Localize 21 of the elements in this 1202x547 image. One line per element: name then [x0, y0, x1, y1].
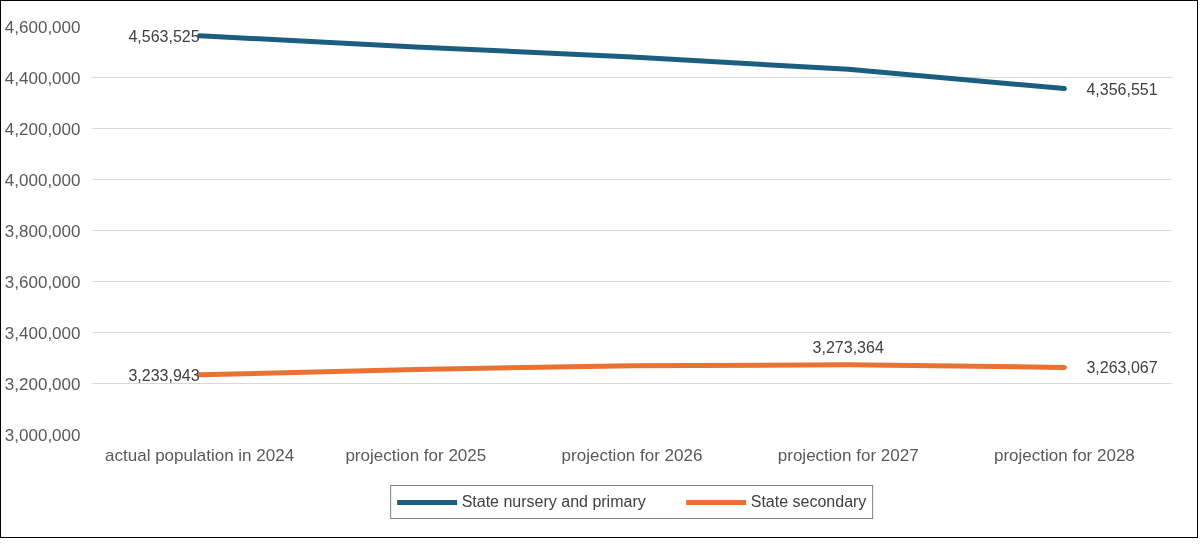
- data-label: 4,356,551: [1086, 80, 1158, 98]
- x-tick-label: projection for 2027: [777, 445, 919, 465]
- data-label: 3,263,067: [1086, 359, 1158, 377]
- data-label: 3,233,943: [128, 366, 200, 384]
- data-label: 3,273,364: [812, 338, 884, 356]
- data-label: 4,563,525: [128, 27, 200, 45]
- y-tick-label: 4,600,000: [4, 17, 81, 37]
- y-tick-label: 3,000,000: [4, 425, 81, 445]
- y-tick-label: 4,200,000: [4, 119, 81, 139]
- legend-label: State nursery and primary: [461, 493, 646, 511]
- y-tick-label: 3,200,000: [4, 374, 81, 394]
- x-tick-label: projection for 2025: [345, 445, 487, 465]
- y-tick-label: 3,800,000: [4, 221, 81, 241]
- y-tick-label: 4,400,000: [4, 68, 81, 88]
- x-tick-label: actual population in 2024: [105, 445, 295, 465]
- legend-label: State secondary: [750, 493, 867, 511]
- x-tick-label: projection for 2026: [561, 445, 703, 465]
- y-tick-label: 3,600,000: [4, 272, 81, 292]
- y-tick-label: 4,000,000: [4, 170, 81, 190]
- x-tick-label: projection for 2028: [993, 445, 1135, 465]
- y-tick-label: 3,400,000: [4, 323, 81, 343]
